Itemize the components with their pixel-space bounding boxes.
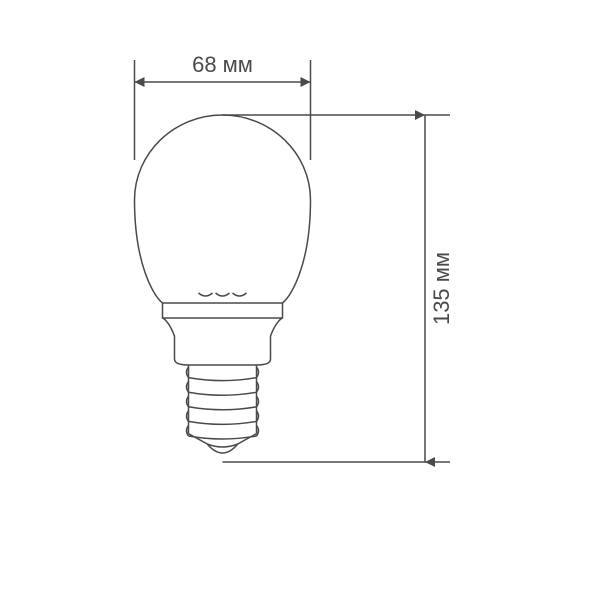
vent-notch-1 [216, 293, 230, 296]
thread-front-3 [189, 421, 257, 424]
vent-notch-0 [199, 293, 213, 296]
bulb-dimension-diagram: 68 мм 135 мм [0, 0, 600, 600]
contact-tip [189, 434, 257, 453]
thread-front-2 [189, 407, 257, 410]
vent-notch-2 [233, 293, 247, 296]
width-dim-label: 68 мм [192, 52, 253, 77]
thread-front-1 [189, 392, 257, 395]
contact-tip-line [207, 444, 238, 447]
bulb-outline-left [135, 115, 223, 365]
thread-front-0 [189, 378, 257, 381]
bulb-outline-right [223, 115, 311, 365]
height-dim-label: 135 мм [429, 252, 454, 325]
